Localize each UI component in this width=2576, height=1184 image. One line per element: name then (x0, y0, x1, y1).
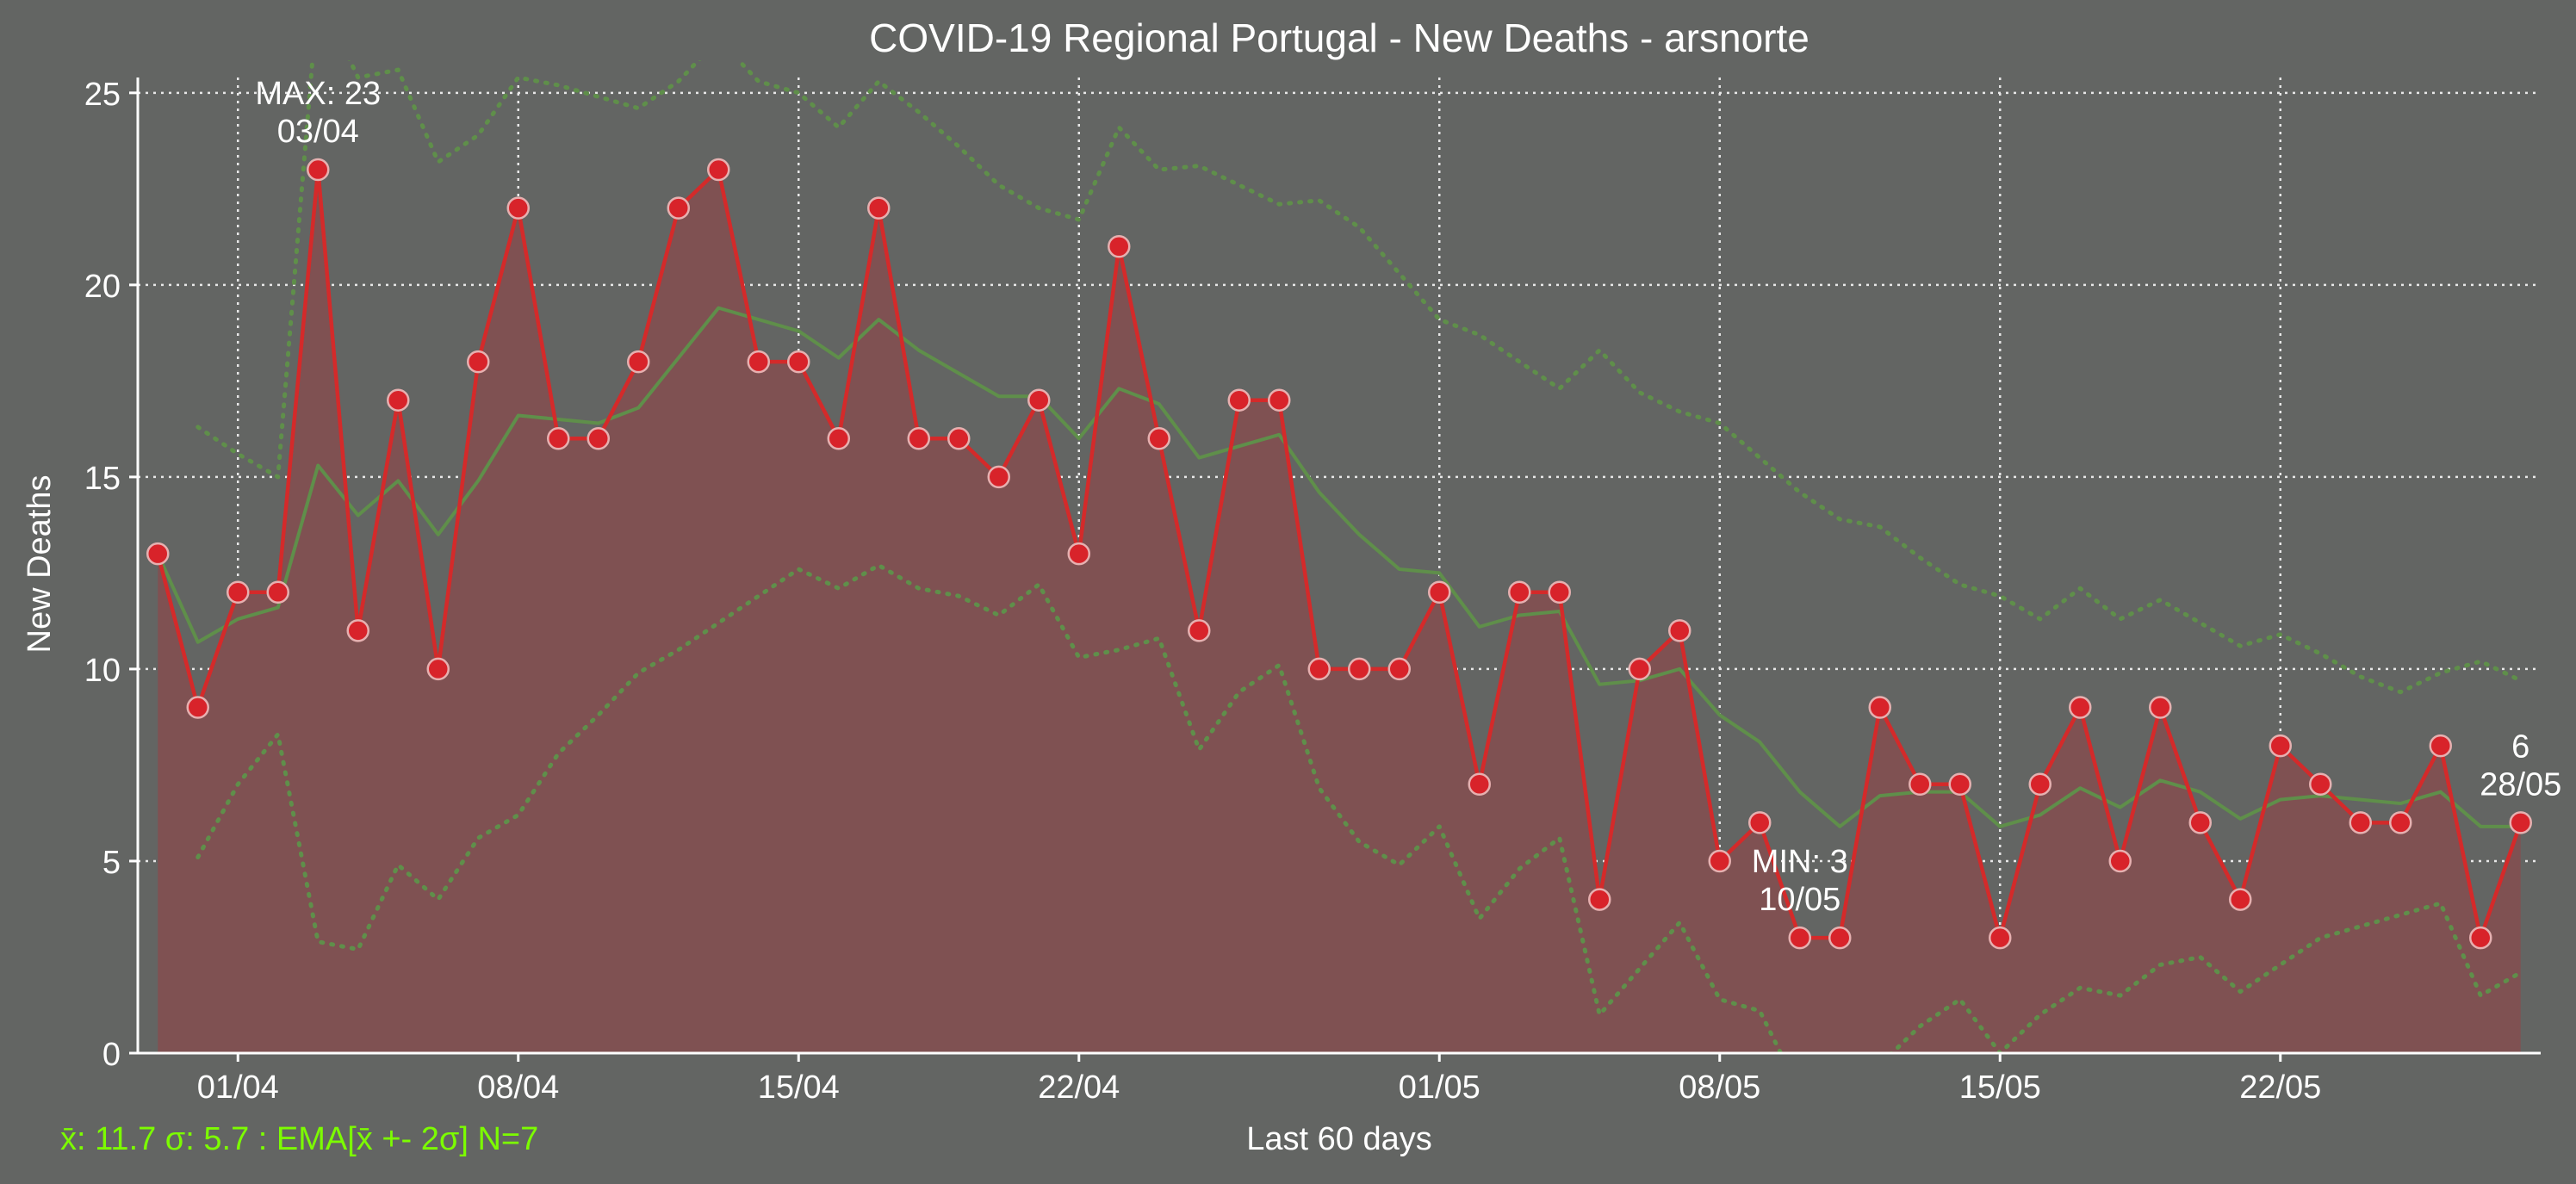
deaths-line (156, 167, 2523, 940)
data-point (2229, 888, 2252, 911)
deaths-area (158, 170, 2521, 1053)
annotation-label: MAX: 23 (255, 76, 381, 112)
data-point (787, 350, 810, 374)
annotation-label: 03/04 (277, 114, 359, 150)
data-point (2389, 811, 2412, 834)
x-tick-label: 01/04 (197, 1069, 279, 1106)
x-tick-label: 01/05 (1399, 1069, 1480, 1106)
data-point (1108, 235, 1131, 258)
data-point (1428, 580, 1451, 604)
y-tick-label: 5 (102, 845, 121, 881)
data-point (227, 580, 250, 604)
data-point (506, 196, 530, 220)
annotation-label: 6 (2511, 728, 2529, 765)
data-point (2349, 811, 2372, 834)
data-point (266, 580, 289, 604)
data-point (1188, 619, 1211, 642)
data-point (707, 158, 730, 182)
data-point (2069, 696, 2092, 719)
data-point (1067, 542, 1090, 566)
series-lines (156, 60, 2523, 1053)
data-point (346, 619, 369, 642)
data-point (1868, 696, 1891, 719)
x-tick-label: 15/04 (758, 1069, 840, 1106)
y-tick-label: 25 (84, 77, 121, 113)
data-point (947, 427, 971, 450)
data-point (1348, 657, 1371, 681)
data-point (1668, 619, 1691, 642)
data-point (2309, 772, 2332, 797)
data-point (1989, 926, 2012, 950)
x-tick-label: 22/05 (2239, 1069, 2321, 1106)
data-point (867, 196, 891, 220)
y-tick-label: 15 (84, 461, 121, 497)
data-point (747, 350, 770, 374)
data-point (1468, 772, 1491, 797)
data-point (627, 350, 650, 374)
data-point (2149, 696, 2172, 719)
data-point (1268, 388, 1291, 412)
y-axis-label: New Deaths (22, 475, 58, 654)
data-point (426, 657, 450, 681)
data-point (2429, 734, 2452, 758)
x-tick-label: 22/04 (1038, 1069, 1120, 1106)
data-point (827, 427, 850, 450)
ema-line (156, 306, 2521, 828)
y-tick-label: 0 (102, 1037, 121, 1073)
tick-labels: 0 5 10 15 20 25 01/04 08/04 15/04 22/04 01/05 08/05… (84, 77, 2322, 1106)
data-point (2469, 926, 2492, 950)
x-tick-label: 08/04 (477, 1069, 559, 1106)
data-markers (146, 158, 2532, 950)
data-point (1387, 657, 1411, 681)
data-point (1628, 657, 1651, 681)
x-axis-label: Last 60 days (1246, 1121, 1431, 1157)
annotation-label: MIN: 3 (1752, 844, 1848, 880)
y-tick-label: 20 (84, 269, 121, 305)
data-point (387, 388, 410, 412)
data-point (307, 158, 330, 182)
x-tick-label: 08/05 (1679, 1069, 1760, 1106)
data-point (1708, 849, 1731, 873)
data-point (1548, 580, 1571, 604)
data-point (2108, 849, 2132, 873)
data-point (1307, 657, 1331, 681)
data-point (907, 427, 930, 450)
data-point (2028, 772, 2051, 797)
data-point (587, 427, 610, 450)
annotation-label: 28/05 (2480, 766, 2561, 803)
lower-band-line (196, 563, 2523, 1053)
chart-title: COVID-19 Regional Portugal - New Deaths … (869, 15, 1809, 60)
data-point (2269, 734, 2292, 758)
data-point (1508, 580, 1531, 604)
annotation-label: 10/05 (1759, 882, 1840, 918)
data-point (1227, 388, 1251, 412)
data-point (547, 427, 570, 450)
data-point (1588, 888, 1611, 911)
y-tick-label: 10 (84, 653, 121, 689)
axes (136, 77, 2541, 1055)
data-point (1027, 388, 1051, 412)
data-point (146, 542, 170, 566)
data-point (2509, 811, 2532, 834)
data-point (1147, 427, 1170, 450)
x-tick-label: 15/05 (1959, 1069, 2041, 1106)
data-point (2188, 811, 2212, 834)
upper-band-line (196, 60, 2523, 695)
data-point (1748, 811, 1772, 834)
data-point (1788, 926, 1811, 950)
data-point (186, 696, 209, 719)
data-point (1909, 772, 1932, 797)
data-point (467, 350, 490, 374)
data-point (1828, 926, 1852, 950)
area-fill (158, 170, 2521, 1053)
data-point (987, 465, 1010, 489)
stats-footer: x̄: 11.7 σ: 5.7 : EMA[x̄ +- 2σ] N=7 (60, 1121, 538, 1157)
data-point (667, 196, 690, 220)
data-point (1948, 772, 1971, 797)
